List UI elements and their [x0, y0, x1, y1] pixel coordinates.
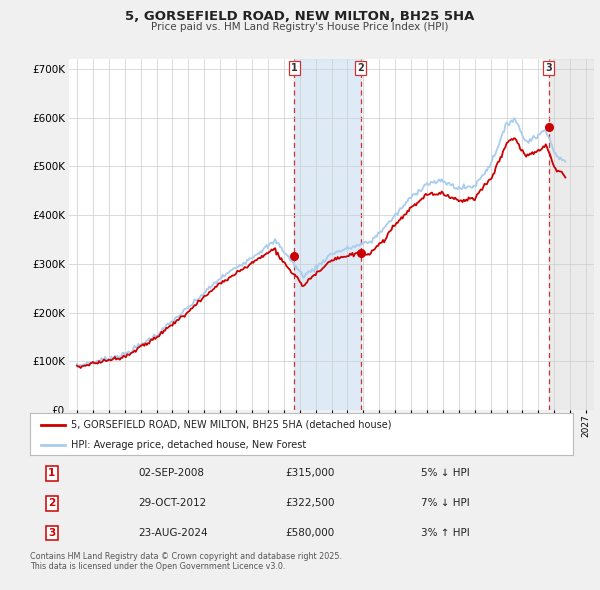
Text: Contains HM Land Registry data © Crown copyright and database right 2025.
This d: Contains HM Land Registry data © Crown c… [30, 552, 342, 571]
Text: 1: 1 [291, 63, 298, 73]
Text: 02-SEP-2008: 02-SEP-2008 [139, 468, 205, 478]
Text: 29-OCT-2012: 29-OCT-2012 [139, 499, 207, 508]
Text: £580,000: £580,000 [285, 528, 334, 538]
Text: 5, GORSEFIELD ROAD, NEW MILTON, BH25 5HA (detached house): 5, GORSEFIELD ROAD, NEW MILTON, BH25 5HA… [71, 420, 391, 430]
Text: 3: 3 [48, 528, 55, 538]
Bar [295, 59, 361, 410]
Text: 23-AUG-2024: 23-AUG-2024 [139, 528, 208, 538]
Text: 2: 2 [357, 63, 364, 73]
Text: 3% ↑ HPI: 3% ↑ HPI [421, 528, 470, 538]
Text: 2: 2 [48, 499, 55, 508]
Text: HPI: Average price, detached house, New Forest: HPI: Average price, detached house, New … [71, 440, 306, 450]
Bar [548, 59, 594, 410]
Text: £315,000: £315,000 [285, 468, 335, 478]
Text: 1: 1 [48, 468, 55, 478]
Text: 3: 3 [545, 63, 552, 73]
Text: £322,500: £322,500 [285, 499, 335, 508]
Text: 5, GORSEFIELD ROAD, NEW MILTON, BH25 5HA: 5, GORSEFIELD ROAD, NEW MILTON, BH25 5HA [125, 10, 475, 23]
Text: 5% ↓ HPI: 5% ↓ HPI [421, 468, 470, 478]
Text: Price paid vs. HM Land Registry's House Price Index (HPI): Price paid vs. HM Land Registry's House … [151, 22, 449, 32]
Text: 7% ↓ HPI: 7% ↓ HPI [421, 499, 470, 508]
